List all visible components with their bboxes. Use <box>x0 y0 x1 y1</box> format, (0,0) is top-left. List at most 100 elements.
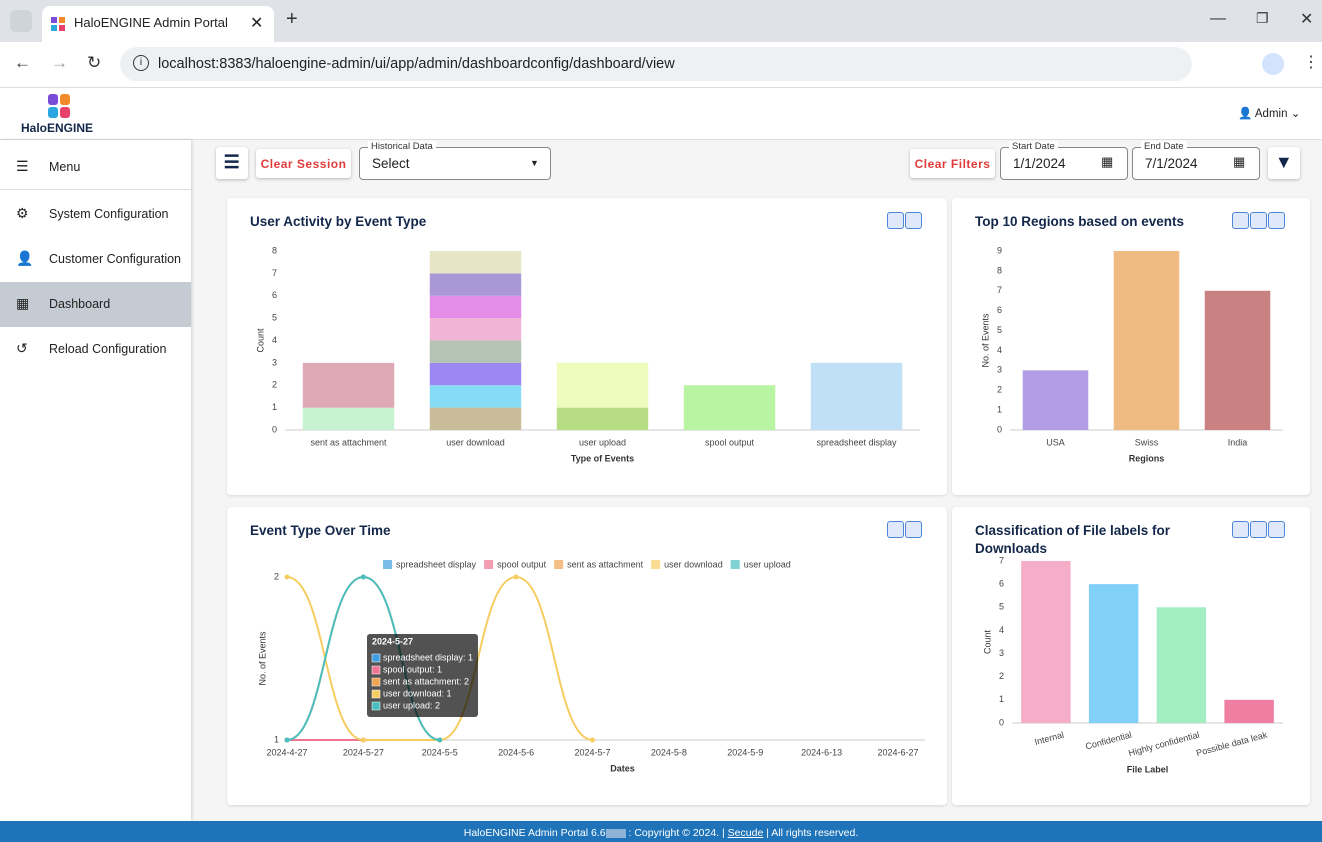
chart: 0 1 2 3 4 5 6 7 8 9 No. of Events USA Swiss India Regi… <box>980 245 1283 463</box>
point <box>437 737 443 743</box>
y-axis-label: No. of Events <box>257 631 267 686</box>
chart-view-icon[interactable] <box>887 521 904 538</box>
bar-segment <box>429 318 522 341</box>
clear-session[interactable]: Clear Session <box>256 149 351 178</box>
bar-segment <box>810 362 903 430</box>
y-tick-label: 7 <box>999 555 1004 565</box>
close-window[interactable]: ✕ <box>1300 11 1314 28</box>
calendar-icon[interactable]: ▦ <box>1101 154 1114 169</box>
chart-view-icon[interactable] <box>905 212 922 229</box>
legend-label: spreadsheet display <box>396 559 477 569</box>
y-tick-label: 2 <box>997 385 1002 395</box>
menu-icon: ☰ <box>16 158 29 174</box>
chart: 0 1 2 3 4 5 6 7 Count Internal ConfidentialHighly … <box>982 555 1283 774</box>
browser-menu[interactable]: ⋮ <box>1303 54 1319 71</box>
date-value: 1/1/2024 <box>1013 156 1066 171</box>
bar-segment <box>556 362 649 408</box>
legend-swatch <box>554 560 564 569</box>
start-date[interactable]: Start Date 1/1/2024 ▦ <box>1000 141 1128 180</box>
forward[interactable]: → <box>51 53 68 72</box>
menu-item[interactable]: ▦ Dashboard <box>0 282 191 327</box>
y-axis-label: No. of Events <box>980 313 990 368</box>
chart-view-icon[interactable] <box>1232 521 1249 538</box>
chart-view-icon[interactable] <box>905 521 922 538</box>
minimize[interactable]: — <box>1210 10 1226 27</box>
x-tick-label: Possible data leak <box>1195 729 1269 758</box>
chart-view-icon[interactable] <box>1250 212 1267 229</box>
historical-select[interactable]: Historical Data Select ▼ <box>359 141 551 180</box>
site-info[interactable]: i <box>133 55 149 71</box>
footer-text: HaloENGINE Admin Portal 6.6 <box>463 827 606 839</box>
x-tick-label: India <box>1228 437 1248 447</box>
menu-item[interactable]: 👤 Customer Configuration <box>0 237 191 282</box>
legend-swatch <box>484 560 494 569</box>
y-tick-label: 1 <box>274 734 279 744</box>
y-tick-label: 3 <box>997 365 1002 375</box>
favicon <box>51 17 65 31</box>
x-axis-label: Dates <box>610 763 635 773</box>
select-value: Select <box>372 156 410 171</box>
bar-segment <box>429 407 522 430</box>
reload[interactable]: ↻ <box>87 53 102 72</box>
menu-item[interactable]: ↺ Reload Configuration <box>0 327 191 372</box>
tooltip-line: spool output: 1 <box>383 664 442 674</box>
x-tick-label: 2024-4-27 <box>266 747 307 757</box>
menu-item[interactable]: ☰ Menu <box>0 145 191 190</box>
menu-item[interactable]: ⚙ System Configuration <box>0 192 191 237</box>
x-tick-label: 2024-5-27 <box>343 747 384 757</box>
tab-close[interactable]: ✕ <box>250 15 264 32</box>
chart-view-icon[interactable] <box>1232 212 1249 229</box>
tab-menu[interactable] <box>10 10 32 32</box>
bar-segment <box>302 362 395 408</box>
y-tick-label: 7 <box>997 285 1002 295</box>
back[interactable]: ← <box>14 53 31 72</box>
filter[interactable]: ▼ <box>1268 147 1300 179</box>
chart-view-icon[interactable] <box>887 212 904 229</box>
legend-swatch <box>730 560 740 569</box>
chart-view-icon[interactable] <box>1268 521 1285 538</box>
bar-segment <box>429 273 522 296</box>
field-label: End Date <box>1141 141 1187 152</box>
bar <box>1224 699 1274 723</box>
menu-toggle[interactable]: ☰ <box>216 147 248 179</box>
tooltip-swatch <box>371 665 381 675</box>
address-bar[interactable]: i localhost:8383/haloengine-admin/ui/app… <box>120 47 1192 81</box>
chart-view-icon[interactable] <box>1268 212 1285 229</box>
y-tick-label: 9 <box>997 245 1002 255</box>
x-tick-label: 2024-6-27 <box>877 747 918 757</box>
y-tick-label: 5 <box>999 602 1004 612</box>
x-tick-label: 2024-5-8 <box>651 747 687 757</box>
browser-tab[interactable]: HaloENGINE Admin Portal ✕ <box>42 6 274 42</box>
footer-text: | All rights reserved. <box>766 827 859 839</box>
chart-view-icon[interactable] <box>1250 521 1267 538</box>
bar-segment <box>683 385 776 430</box>
y-tick-label: 4 <box>997 345 1002 355</box>
calendar-icon[interactable]: ▦ <box>1233 154 1246 169</box>
tooltip-line: user upload: 2 <box>383 700 440 710</box>
app-header: HaloENGINE 👤 Admin ⌄ <box>0 88 1322 140</box>
chart-card: 1 2 No. of Events 2024-4-27 2024-5-27 2024-5-… <box>227 507 947 805</box>
menu-icon: 👤 <box>16 250 34 266</box>
x-tick-label: user download <box>446 437 505 447</box>
point <box>284 737 290 743</box>
bar-segment <box>429 251 522 274</box>
user-menu[interactable]: 👤 Admin ⌄ <box>1238 108 1301 120</box>
end-date[interactable]: End Date 7/1/2024 ▦ <box>1132 141 1260 180</box>
new-tab[interactable]: + <box>286 8 298 30</box>
footer-link[interactable]: Secude <box>727 827 764 839</box>
tooltip-swatch <box>371 701 381 711</box>
point <box>360 574 366 580</box>
maximize[interactable]: ❐ <box>1256 10 1269 26</box>
clear-filters[interactable]: Clear Filters <box>910 149 995 178</box>
menu-icon: ⚙ <box>16 205 29 221</box>
bar <box>1113 251 1180 430</box>
chart: 0 1 2 3 4 5 6 7 8 Count sent as attachment user dow… <box>255 245 920 463</box>
profile[interactable] <box>1262 53 1284 75</box>
x-tick-label: 2024-5-7 <box>574 747 610 757</box>
tooltip-line: user download: 1 <box>383 688 452 698</box>
y-tick-label: 1 <box>272 402 277 412</box>
legend-label: user upload <box>744 559 791 569</box>
field-label: Start Date <box>1009 141 1058 152</box>
y-tick-label: 5 <box>997 325 1002 335</box>
bar <box>1204 290 1271 430</box>
